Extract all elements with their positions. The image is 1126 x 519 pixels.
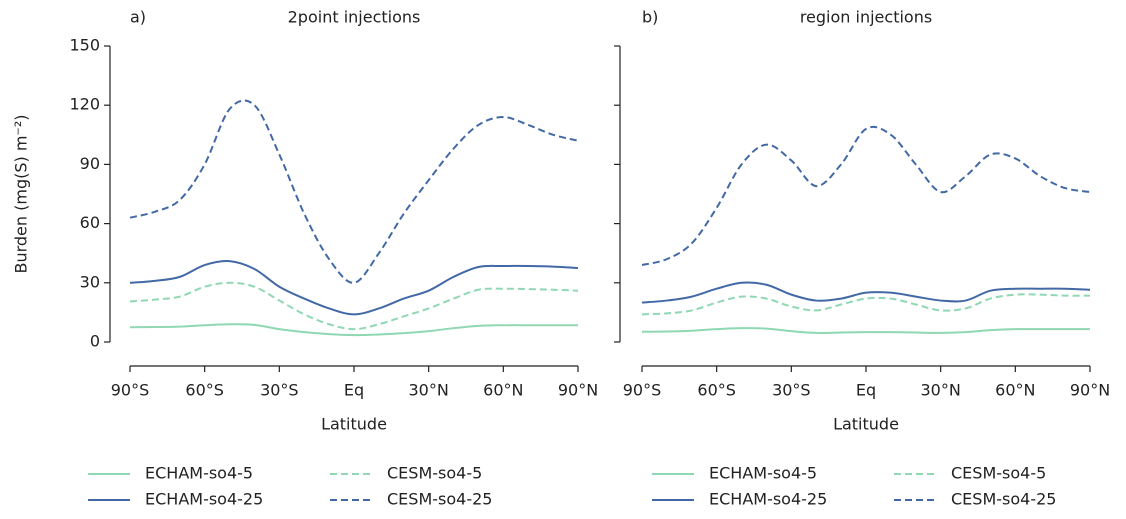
series-line: [641, 281, 1091, 304]
x-tick-label: Eq: [856, 381, 876, 400]
legend-label: ECHAM-so4-5: [145, 464, 253, 483]
x-tick-label: Eq: [344, 381, 364, 400]
legend-label: ECHAM-so4-25: [145, 490, 263, 509]
panel-label: a): [130, 8, 146, 27]
series-line: [641, 327, 1090, 334]
x-tick-label: 90°S: [623, 381, 662, 400]
legend-label: CESM-so4-5: [951, 464, 1046, 483]
y-tick-label: 60: [80, 213, 100, 232]
panel-label: b): [642, 8, 658, 27]
y-tick-label: 150: [69, 36, 100, 55]
x-tick-label: 30°N: [409, 381, 449, 400]
panel-title: 2point injections: [288, 8, 421, 27]
x-tick-label: 60°S: [185, 381, 224, 400]
series-line: [641, 293, 1091, 316]
x-tick-label: 90°N: [558, 381, 598, 400]
x-tick-label: 30°S: [260, 381, 299, 400]
y-tick-label: 0: [90, 332, 100, 351]
x-tick-label: 90°N: [1070, 381, 1110, 400]
legend-label: ECHAM-so4-5: [709, 464, 817, 483]
series-line: [129, 281, 579, 331]
legend-label: CESM-so4-25: [951, 490, 1056, 509]
y-axis-label: Burden (mg(S) m⁻²): [12, 114, 31, 273]
legend-label: CESM-so4-25: [387, 490, 492, 509]
x-axis-label: Latitude: [833, 415, 899, 434]
x-tick-label: 60°N: [483, 381, 523, 400]
series-line: [129, 323, 578, 337]
legend-label: CESM-so4-5: [387, 464, 482, 483]
y-tick-label: 90: [80, 154, 100, 173]
series-line: [641, 125, 1091, 267]
x-tick-label: 30°S: [772, 381, 811, 400]
y-tick-label: 120: [69, 95, 100, 114]
x-tick-label: 60°S: [697, 381, 736, 400]
panel-title: region injections: [800, 8, 932, 27]
legend-label: ECHAM-so4-25: [709, 490, 827, 509]
series-line: [129, 259, 579, 316]
x-tick-label: 90°S: [111, 381, 150, 400]
x-axis-label: Latitude: [321, 415, 387, 434]
y-tick-label: 30: [80, 272, 100, 291]
x-tick-label: 60°N: [995, 381, 1035, 400]
x-tick-label: 30°N: [921, 381, 961, 400]
series-line: [129, 99, 579, 284]
